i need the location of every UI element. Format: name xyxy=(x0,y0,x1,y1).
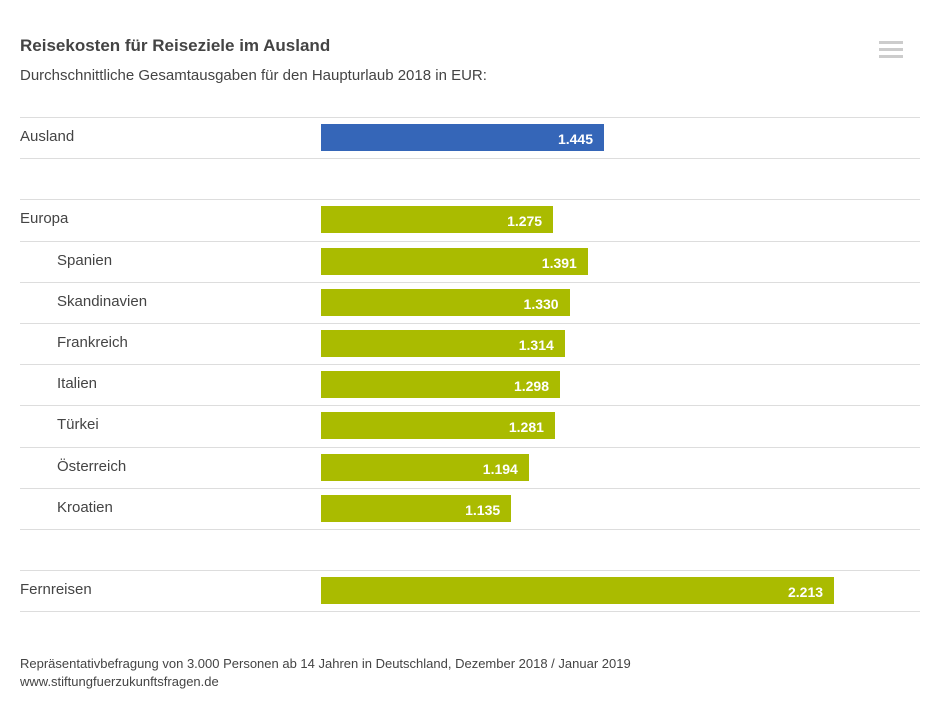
bar xyxy=(321,454,529,481)
data-label: 1.275 xyxy=(507,213,543,229)
data-label: 1.445 xyxy=(557,131,594,147)
divider xyxy=(20,364,920,365)
source-note: Repräsentativbefragung von 3.000 Persone… xyxy=(20,656,631,671)
bar xyxy=(321,495,512,522)
source-url: www.stiftungfuerzukunftsfragen.de xyxy=(20,674,219,689)
divider xyxy=(20,117,920,118)
row-label: Frankreich xyxy=(57,334,128,351)
bar xyxy=(321,371,560,398)
divider xyxy=(20,282,920,283)
chart-subtitle: Durchschnittliche Gesamtausgaben für den… xyxy=(20,67,487,84)
row-label: Europa xyxy=(20,210,69,227)
row-label: Skandinavien xyxy=(57,293,148,310)
bar xyxy=(321,124,605,151)
row-label: Türkei xyxy=(57,416,99,433)
divider xyxy=(20,447,920,448)
bar xyxy=(321,289,570,316)
row-label: Ausland xyxy=(20,128,75,145)
data-label: 1.281 xyxy=(508,419,544,435)
hamburger-menu-icon[interactable] xyxy=(879,41,903,59)
bar xyxy=(321,412,555,439)
row-label: Spanien xyxy=(57,252,113,269)
bar xyxy=(321,248,588,275)
row-label: Italien xyxy=(57,375,98,392)
bar xyxy=(321,206,554,233)
row-label: Fernreisen xyxy=(20,581,92,598)
divider xyxy=(20,405,920,406)
data-label: 1.330 xyxy=(523,296,559,312)
divider xyxy=(20,611,920,612)
data-label: 1.298 xyxy=(513,378,549,394)
bar xyxy=(321,330,565,357)
divider xyxy=(20,488,920,489)
row-label: Kroatien xyxy=(57,499,113,516)
data-label: 1.314 xyxy=(518,337,554,353)
divider xyxy=(20,323,920,324)
row-label: Österreich xyxy=(57,458,127,475)
data-label: 1.135 xyxy=(465,502,501,518)
divider xyxy=(20,199,920,200)
data-label: 2.213 xyxy=(787,584,824,600)
divider xyxy=(20,529,920,530)
data-label: 1.194 xyxy=(482,461,518,477)
data-label: 1.391 xyxy=(541,255,577,271)
divider xyxy=(20,158,920,159)
divider xyxy=(20,241,920,242)
bar xyxy=(321,577,835,604)
divider xyxy=(20,570,920,571)
chart-title: Reisekosten für Reiseziele im Ausland xyxy=(20,36,331,55)
